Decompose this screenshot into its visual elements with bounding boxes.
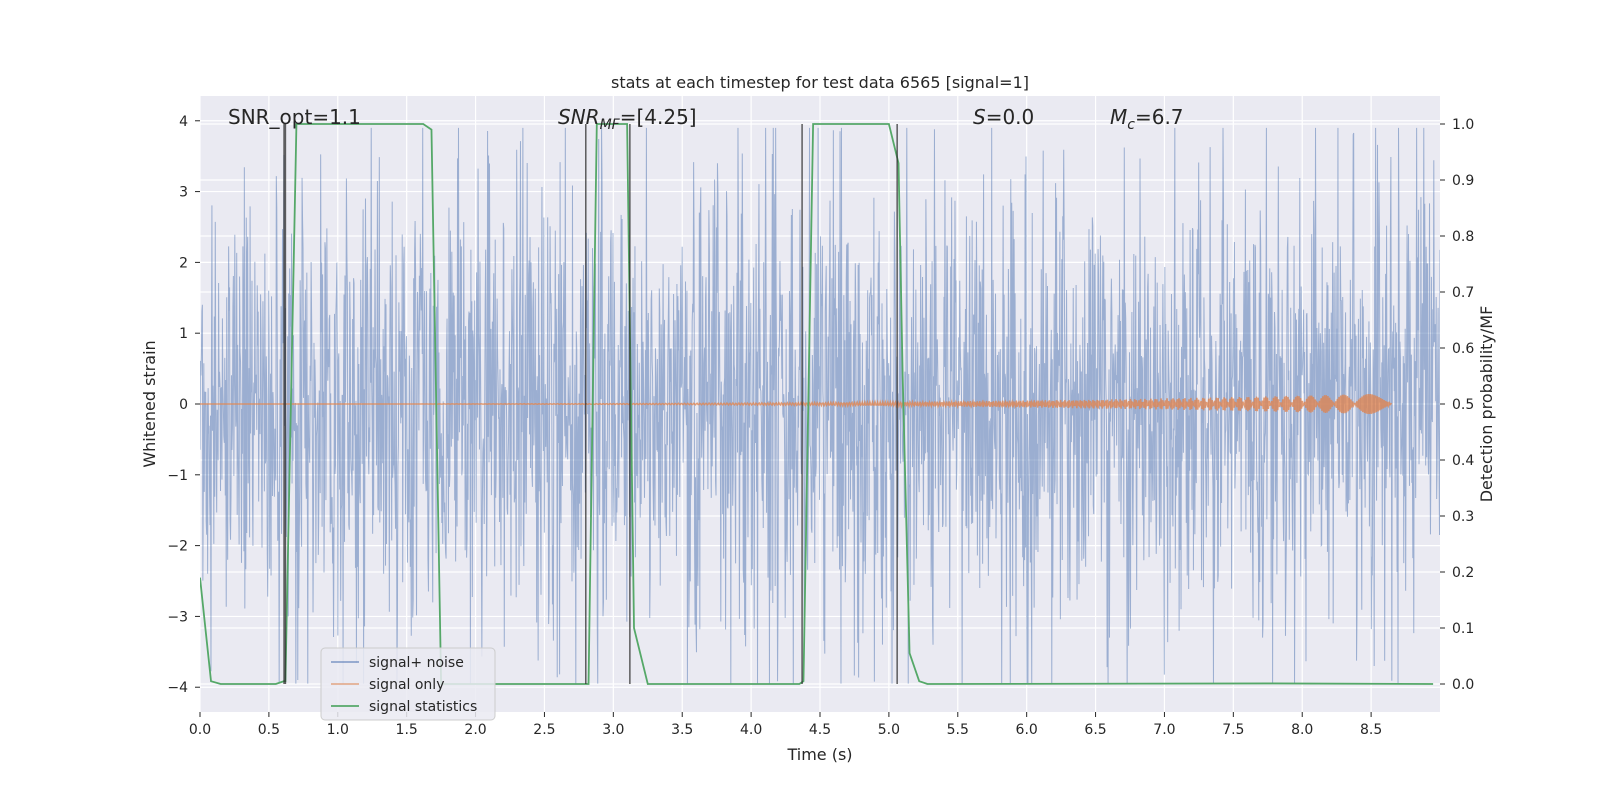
y-tick-label-left: −2 bbox=[167, 539, 188, 555]
annotation-mc: Mc=6.7 bbox=[1110, 105, 1184, 133]
annotation-symbol: M bbox=[1110, 105, 1127, 129]
x-tick-label: 5.5 bbox=[947, 722, 969, 738]
annotation-s-stat: S=0.0 bbox=[973, 105, 1034, 129]
x-axis-label: Time (s) bbox=[786, 745, 852, 764]
x-tick-label: 0.5 bbox=[258, 722, 280, 738]
x-tick-label: 2.0 bbox=[464, 722, 486, 738]
annotation-subscript: c bbox=[1127, 117, 1135, 133]
y-axis-label-left: Whitened strain bbox=[140, 340, 159, 467]
annotation-symbol: SNR bbox=[558, 105, 600, 129]
y-tick-label-right: 1.0 bbox=[1452, 117, 1474, 133]
annotation-snr-opt: SNR_opt=1.1 bbox=[228, 105, 361, 129]
x-tick-label: 1.5 bbox=[396, 722, 418, 738]
series-signal-noise-line bbox=[200, 127, 1440, 684]
annotation-snr-mf: SNRMF=[4.25] bbox=[558, 105, 697, 133]
annotation-value: =6.7 bbox=[1135, 105, 1184, 129]
y-tick-label-left: 3 bbox=[179, 185, 188, 201]
y-tick-label-right: 0.0 bbox=[1452, 677, 1474, 693]
y-tick-label-right: 0.7 bbox=[1452, 285, 1474, 301]
x-tick-label: 6.5 bbox=[1084, 722, 1106, 738]
annotation-symbol: S bbox=[973, 105, 986, 129]
y-tick-label-right: 0.5 bbox=[1452, 397, 1474, 413]
y-tick-label-left: −3 bbox=[167, 609, 188, 625]
x-tick-label: 7.5 bbox=[1222, 722, 1244, 738]
y-tick-label-left: 4 bbox=[179, 114, 188, 130]
x-tick-label: 1.0 bbox=[327, 722, 349, 738]
y-tick-label-right: 0.6 bbox=[1452, 341, 1474, 357]
chart-title: stats at each timestep for test data 656… bbox=[611, 73, 1029, 92]
y-tick-label-right: 0.2 bbox=[1452, 565, 1474, 581]
y-tick-label-right: 0.1 bbox=[1452, 621, 1474, 637]
x-tick-label: 3.0 bbox=[602, 722, 624, 738]
y-tick-label-left: 0 bbox=[179, 397, 188, 413]
legend-entry-label: signal+ noise bbox=[369, 655, 464, 671]
x-tick-label: 6.0 bbox=[1016, 722, 1038, 738]
series-layer bbox=[200, 123, 1440, 685]
x-tick-label: 4.5 bbox=[809, 722, 831, 738]
y-axis-label-right: Detection probability/MF bbox=[1477, 306, 1496, 503]
y-tick-label-right: 0.9 bbox=[1452, 173, 1474, 189]
y-tick-label-left: −1 bbox=[167, 468, 188, 484]
series-signal-only-line bbox=[200, 393, 1393, 415]
legend: signal+ noise signal only signal statistic… bbox=[320, 647, 496, 721]
y-tick-label-right: 0.4 bbox=[1452, 453, 1474, 469]
x-tick-label: 3.5 bbox=[671, 722, 693, 738]
annotation-value: =[4.25] bbox=[620, 105, 697, 129]
y-tick-label-right: 0.3 bbox=[1452, 509, 1474, 525]
x-tick-label: 4.0 bbox=[740, 722, 762, 738]
legend-entry-label: signal only bbox=[369, 677, 444, 693]
legend-entry-label: signal statistics bbox=[369, 699, 477, 715]
x-tick-label: 8.0 bbox=[1291, 722, 1313, 738]
y-tick-label-left: 1 bbox=[179, 326, 188, 342]
x-tick-label: 5.0 bbox=[878, 722, 900, 738]
y-tick-label-right: 0.8 bbox=[1452, 229, 1474, 245]
y-tick-label-left: 2 bbox=[179, 255, 188, 271]
annotation-value: =0.0 bbox=[986, 105, 1035, 129]
annotation-subscript: MF bbox=[600, 117, 621, 133]
x-tick-label: 0.0 bbox=[189, 722, 211, 738]
annotations: SNR_opt=1.1 SNRMF=[4.25] S=0.0 Mc=6.7 bbox=[228, 105, 1184, 133]
x-tick-label: 7.0 bbox=[1153, 722, 1175, 738]
y-tick-label-left: −4 bbox=[167, 680, 188, 696]
x-tick-label: 8.5 bbox=[1360, 722, 1382, 738]
x-tick-label: 2.5 bbox=[533, 722, 555, 738]
legend-box bbox=[320, 647, 496, 721]
axes: 0.0 0.5 1.0 1.5 2.0 2.5 3.0 3.5 4.0 4.5 5.0 5.5 6.0 6… bbox=[167, 114, 1474, 738]
